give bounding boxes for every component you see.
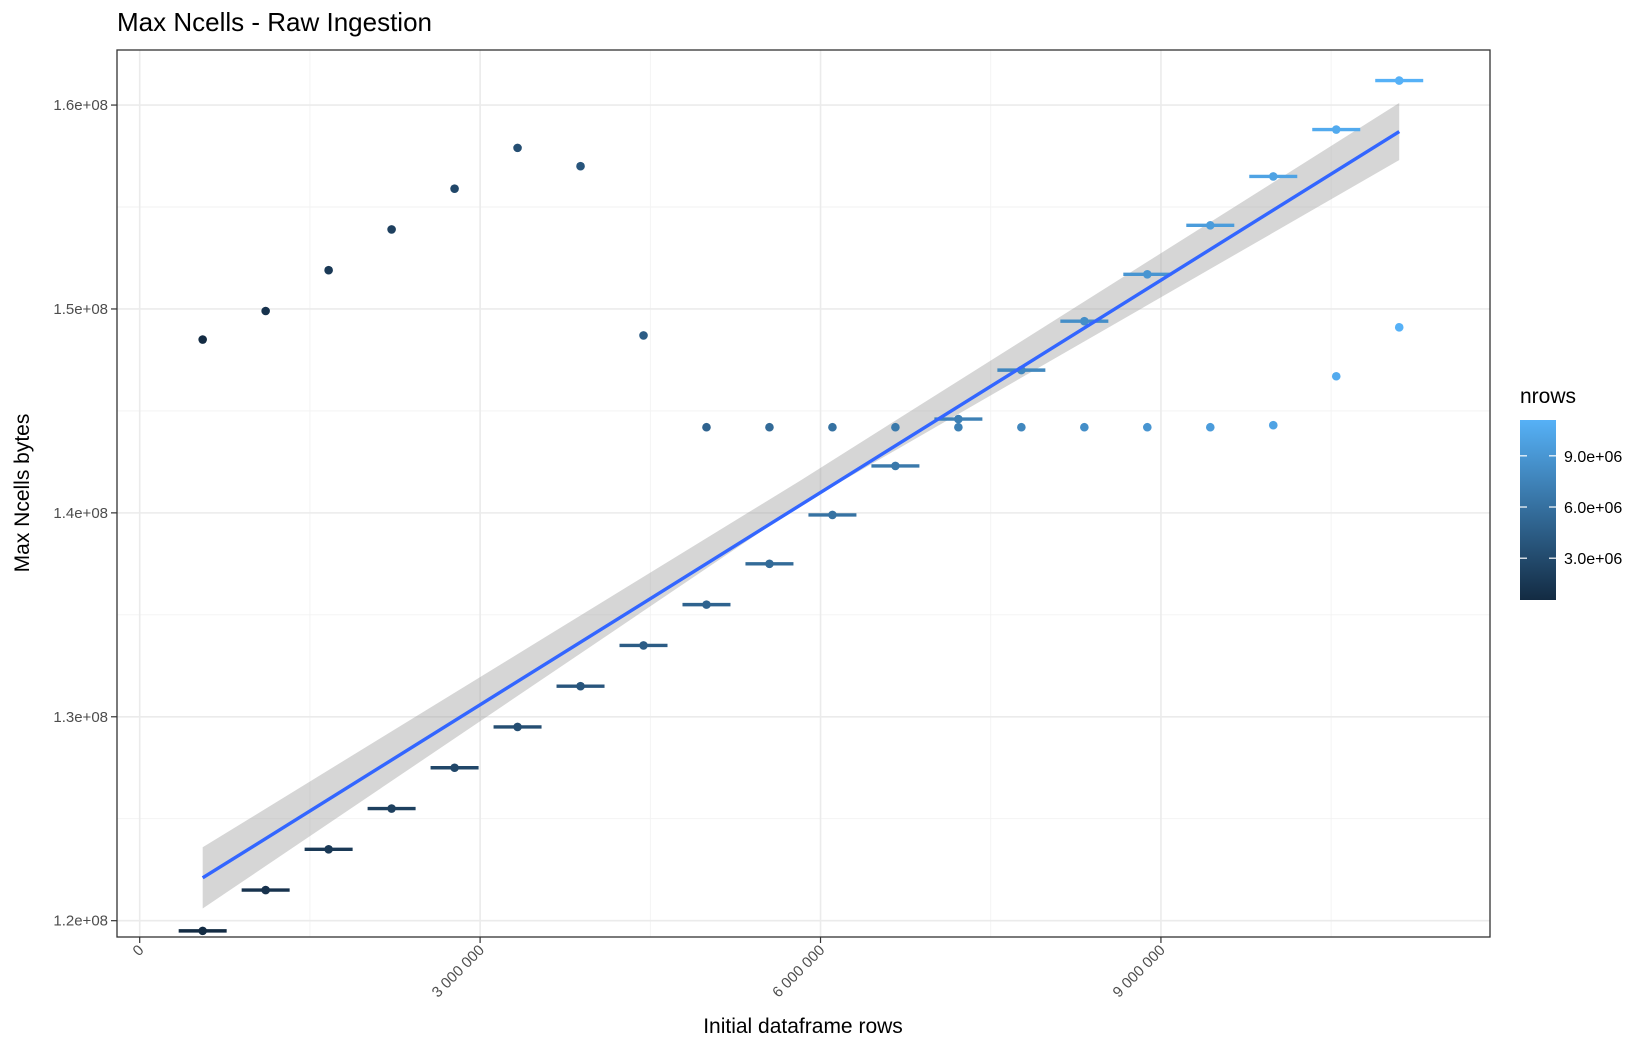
segment-point [1205,221,1215,230]
legend-title: nrows [1520,385,1576,408]
data-point [324,265,333,275]
point-layer [198,143,1404,432]
confidence-band-layer [202,103,1400,909]
legend-label: 9.0e+06 [1564,449,1622,466]
confidence-band [202,103,1400,909]
data-point [702,422,711,432]
segment-point [891,461,900,471]
y-tick-label: 1.3e+08 [53,709,108,726]
chart-title: Max Ncells - Raw Ingestion [117,7,432,37]
legend-label: 6.0e+06 [1564,500,1622,517]
data-point [1268,420,1278,430]
segment-point [828,510,837,520]
y-axis-title: Max Ncells bytes [11,414,34,573]
data-point [198,335,207,344]
data-point [387,225,396,234]
data-point [1143,422,1152,432]
segment-point [513,722,522,732]
data-point [1080,422,1089,432]
segment-point [450,763,459,773]
segment-point [1143,269,1152,279]
x-axis-title: Initial dataframe rows [703,1015,903,1038]
legend-colorbar [1520,420,1556,600]
segment-point [702,600,711,609]
segment-point [954,414,963,424]
data-point [828,422,837,432]
smooth-line-layer [201,130,1401,880]
segment-point [1394,76,1404,85]
data-point [639,331,648,340]
data-point [450,184,459,193]
x-tick-label: 9 000 000 [1110,942,1169,1001]
segment-point [198,926,207,936]
segment-point [1268,172,1278,181]
x-tick-label: 3 000 000 [429,942,488,1001]
x-tick-label: 6 000 000 [769,942,828,1001]
y-tick-label: 1.6e+08 [53,97,108,114]
data-point [954,422,963,432]
legend-ticks: 9.0e+06 6.0e+06 3.0e+06 [1520,449,1622,568]
data-point [261,306,270,316]
x-tick-label: 0 [130,942,148,960]
data-point [1205,422,1215,432]
data-point [765,422,774,432]
y-tick-label: 1.4e+08 [53,505,108,522]
segment-point [765,559,774,569]
segment-point [387,804,396,813]
data-point [891,422,900,432]
data-point [513,143,522,153]
y-tick-label: 1.5e+08 [53,301,108,318]
segment-layer [178,76,1424,936]
y-tick-label: 1.2e+08 [53,913,108,930]
segment-point [1331,125,1341,134]
legend: nrows 9.0e+06 6.0e+06 3.0e+06 [1520,385,1622,600]
plot-panel-border [116,49,1491,938]
data-point [1017,422,1026,432]
segment-point [1080,316,1089,326]
segment-point [324,845,333,854]
data-point [576,161,585,171]
segment-point [639,641,648,650]
smooth-line [201,130,1401,880]
data-point [1394,323,1404,332]
data-point [1331,371,1341,381]
legend-label: 3.0e+06 [1564,551,1622,568]
segment-point [576,681,585,691]
segment-point [261,885,270,895]
